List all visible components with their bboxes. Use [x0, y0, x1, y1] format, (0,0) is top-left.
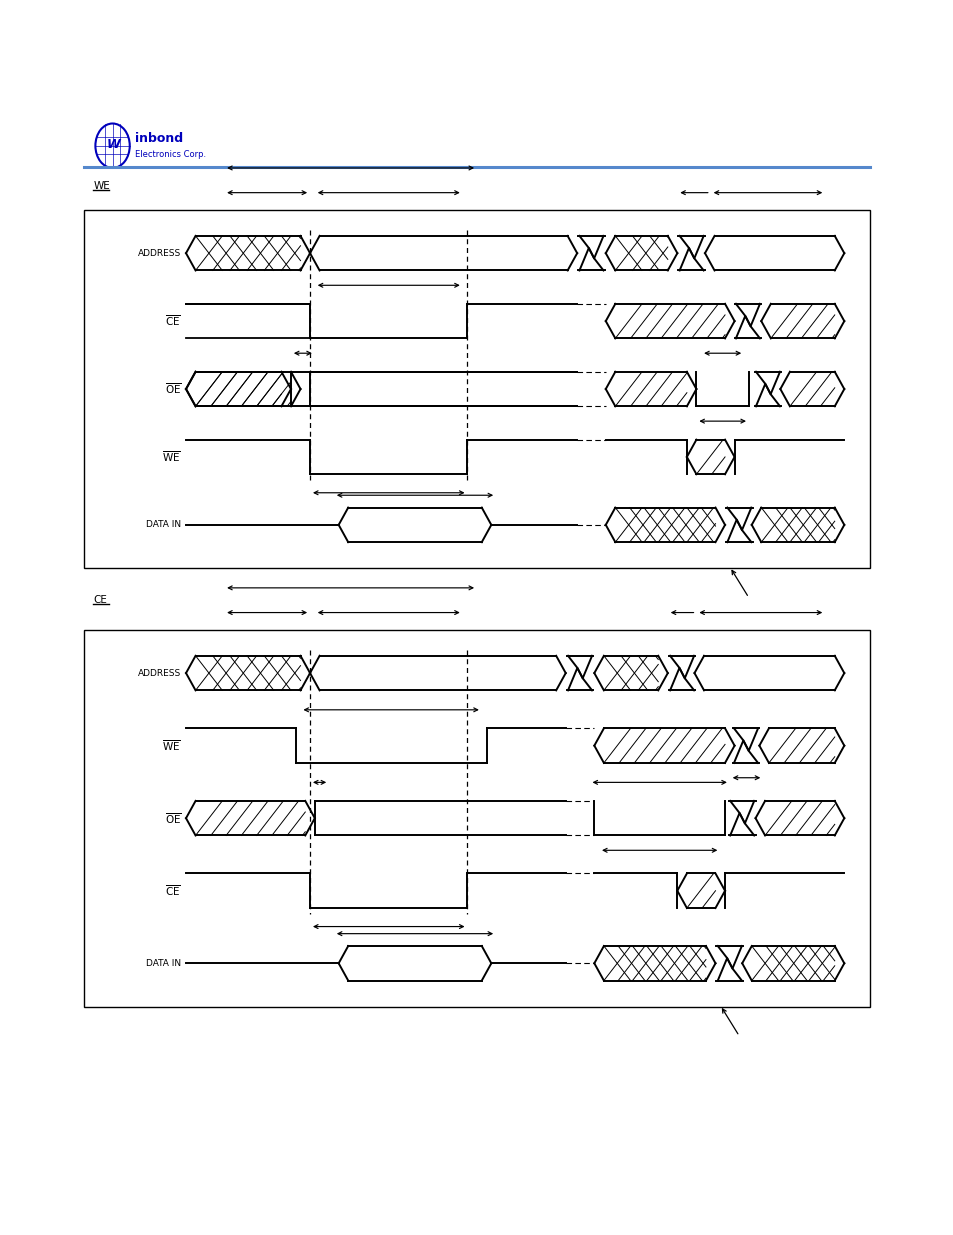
Text: $\overline{\rm WE}$: $\overline{\rm WE}$ — [162, 450, 181, 464]
Text: DATA IN: DATA IN — [146, 520, 181, 530]
Text: $\overline{\rm OE}$: $\overline{\rm OE}$ — [164, 382, 181, 396]
Text: $\overline{\rm CE}$: $\overline{\rm CE}$ — [165, 883, 181, 898]
Text: inbond: inbond — [134, 132, 182, 144]
Text: Electronics Corp.: Electronics Corp. — [134, 149, 206, 159]
Text: ADDRESS: ADDRESS — [138, 248, 181, 258]
Text: DATA IN: DATA IN — [146, 958, 181, 968]
Text: CE: CE — [93, 595, 108, 605]
Text: W: W — [107, 138, 120, 151]
Bar — [84, 210, 869, 568]
Text: $\overline{\rm WE}$: $\overline{\rm WE}$ — [162, 739, 181, 753]
Bar — [84, 630, 869, 1007]
Text: WE: WE — [93, 182, 111, 191]
Text: $\overline{\rm OE}$: $\overline{\rm OE}$ — [164, 811, 181, 825]
Text: ADDRESS: ADDRESS — [138, 668, 181, 678]
Text: $\overline{\rm CE}$: $\overline{\rm CE}$ — [165, 314, 181, 329]
